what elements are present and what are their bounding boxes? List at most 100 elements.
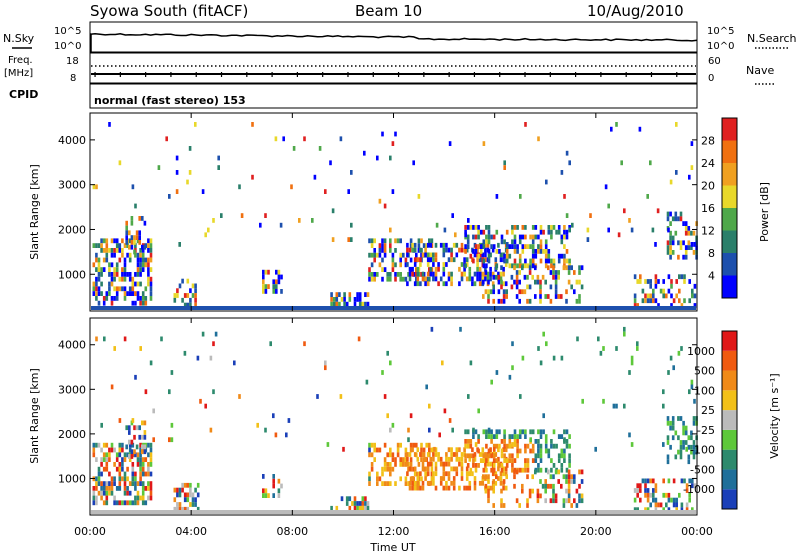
range-cell	[105, 238, 109, 244]
range-cell	[426, 466, 430, 472]
range-cell	[536, 498, 540, 504]
range-cell	[567, 493, 571, 499]
range-cell	[669, 221, 672, 226]
range-cell	[490, 429, 493, 435]
range-cell	[368, 272, 371, 277]
range-cell	[492, 434, 496, 439]
range-cell	[502, 479, 506, 484]
range-cell	[490, 234, 493, 240]
colorbar-swatch	[722, 390, 737, 411]
range-cell	[485, 443, 488, 449]
range-cell	[485, 458, 488, 463]
range-cell	[560, 239, 564, 245]
range-cell	[552, 258, 556, 264]
range-cell	[671, 425, 675, 431]
nsearch-tick-top: 10^5	[707, 26, 734, 37]
range-cell	[110, 276, 114, 282]
range-cell	[474, 429, 478, 435]
range-cell	[413, 471, 417, 477]
range-cell	[149, 462, 153, 467]
range-cell	[687, 459, 691, 465]
range-cell	[391, 452, 395, 458]
range-cell	[508, 453, 512, 459]
range-cell	[644, 507, 647, 513]
range-cell	[447, 461, 451, 467]
range-cell	[554, 294, 558, 299]
range-cell	[413, 480, 417, 486]
range-cell	[97, 257, 101, 263]
range-cell	[194, 297, 197, 303]
range-cell	[368, 471, 371, 477]
range-cell	[552, 355, 556, 361]
range-cell	[628, 370, 631, 375]
range-cell	[589, 213, 592, 218]
beam-title: Beam 10	[355, 2, 422, 20]
range-cell	[118, 418, 122, 423]
range-cell	[426, 262, 430, 267]
range-cell	[275, 279, 278, 285]
range-cell	[489, 276, 492, 282]
power-cells	[91, 122, 698, 310]
range-cell	[378, 243, 382, 248]
range-cell	[659, 288, 663, 294]
range-cell	[460, 456, 464, 462]
range-cell	[463, 485, 466, 491]
range-cell	[415, 267, 418, 272]
range-cell	[394, 248, 397, 253]
range-cell	[105, 452, 109, 458]
range-cell	[503, 258, 506, 264]
range-cell	[262, 269, 265, 275]
range-cell	[539, 244, 543, 249]
range-cell	[466, 225, 470, 230]
range-cell	[416, 271, 420, 277]
range-cell	[539, 298, 542, 304]
range-cell	[340, 496, 344, 502]
range-cell	[442, 471, 446, 477]
range-cell	[139, 495, 142, 501]
range-cell	[451, 427, 454, 433]
range-cell	[518, 503, 521, 508]
range-cell	[389, 466, 392, 472]
range-cell	[654, 502, 658, 508]
range-cell	[429, 242, 433, 248]
range-cell	[348, 496, 352, 502]
range-cell	[411, 476, 414, 481]
range-cell	[121, 457, 124, 462]
range-cell	[491, 271, 495, 277]
xtick-label: 00:00	[74, 525, 106, 538]
range-cell	[373, 252, 376, 258]
range-cell	[118, 466, 122, 472]
range-cell	[568, 258, 571, 264]
range-cell	[110, 296, 114, 301]
range-cell	[505, 463, 509, 468]
range-cell	[484, 461, 487, 467]
range-cell	[615, 403, 618, 409]
range-cell	[381, 243, 384, 248]
range-cell	[350, 222, 353, 228]
range-cell	[671, 416, 675, 421]
range-cell	[131, 462, 135, 467]
range-cell	[168, 194, 171, 199]
range-cell	[399, 262, 402, 268]
range-cell	[455, 447, 459, 453]
range-cell	[692, 230, 696, 236]
range-cell	[383, 442, 387, 448]
range-cell	[497, 242, 500, 248]
freq-unit-label: [MHz]	[4, 68, 33, 79]
range-cell	[139, 248, 142, 253]
range-cell	[565, 289, 568, 295]
range-cell	[633, 497, 637, 503]
range-cell	[568, 463, 571, 468]
range-cell	[633, 298, 637, 304]
range-cell	[679, 444, 683, 450]
range-cell	[465, 476, 469, 481]
range-cell	[406, 471, 409, 477]
range-cell	[421, 452, 425, 457]
range-cell	[361, 301, 365, 307]
range-cell	[638, 126, 642, 132]
range-cell	[404, 262, 408, 268]
range-cell	[573, 270, 576, 275]
range-cell	[445, 485, 448, 491]
